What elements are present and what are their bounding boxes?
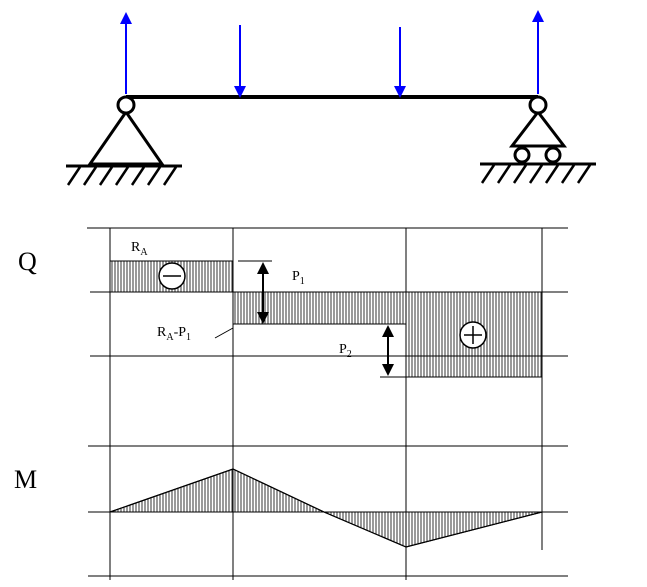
p2-label: P2 [339, 342, 352, 360]
ra-label: RA [131, 240, 148, 258]
shear-axis-label: Q [18, 247, 37, 276]
shear-diagram: Q RA P1 RA-P1 P2 [18, 240, 543, 378]
pinned-support [66, 95, 182, 186]
moment-curve [109, 468, 543, 548]
shear-segment-2 [232, 291, 407, 325]
moment-axis-label: M [14, 465, 37, 494]
ra-minus-p1-label: RA-P1 [157, 325, 191, 343]
ra-minus-p1-leader [214, 327, 234, 339]
plus-sign-icon [459, 321, 487, 349]
moment-diagram: M [14, 465, 543, 548]
minus-sign-icon [158, 262, 186, 290]
p1-label: P1 [292, 269, 305, 287]
roller-support [480, 95, 596, 184]
beam-structure [66, 10, 596, 186]
